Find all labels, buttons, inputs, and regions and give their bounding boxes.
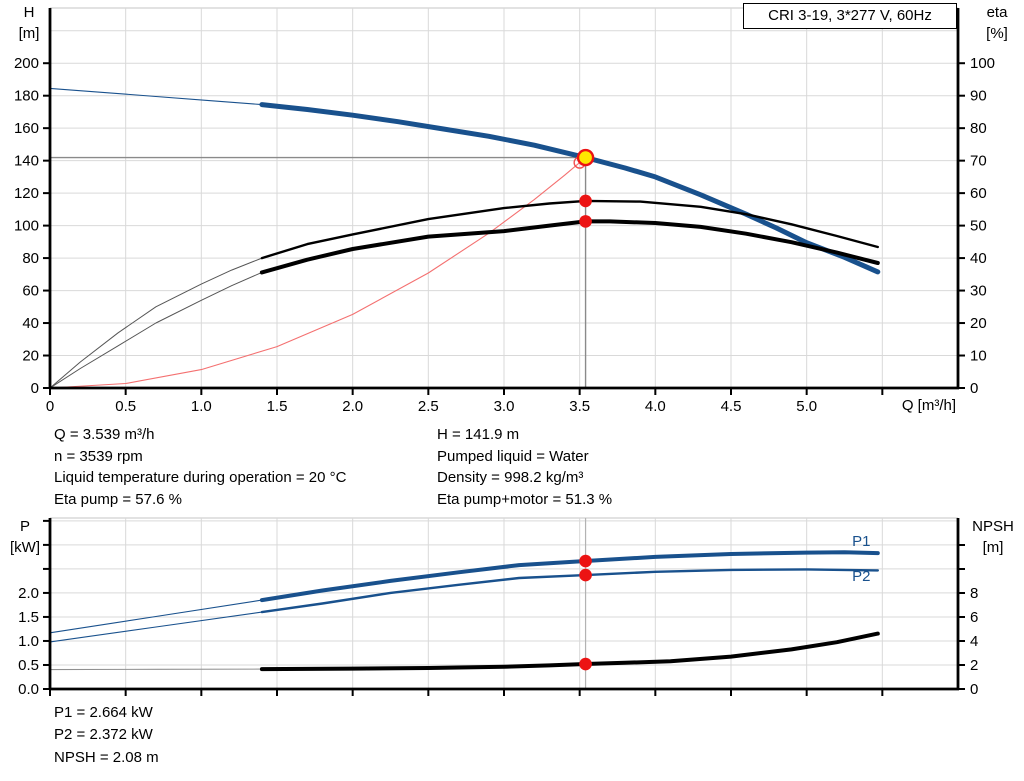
head-efficiency-chart-x-tick-label: 0 xyxy=(46,398,54,415)
p2-curve xyxy=(260,568,879,614)
annotation-eta-pump: Eta pump = 57.6 % xyxy=(54,490,182,508)
duty-annotations-left: Q = 3.539 m³/h n = 3539 rpm Liquid tempe… xyxy=(54,424,346,510)
annotation-liquid-temperature: Liquid temperature during operation = 20… xyxy=(54,469,347,487)
annotation-head: H = 141.9 m xyxy=(437,426,520,443)
head-efficiency-chart-left-tick-label: 0 xyxy=(31,380,39,397)
annotation-pumped-liquid: Pumped liquid = Water xyxy=(437,447,589,465)
power-npsh-chart-left-tick-label: 1.0 xyxy=(18,633,39,650)
head-efficiency-chart-right-tick-label: 90 xyxy=(970,88,987,105)
head-efficiency-chart-right-tick-label: 70 xyxy=(970,153,987,170)
h-axis-title-symbol: H xyxy=(23,4,35,21)
npsh-axis-title-unit: [m] xyxy=(982,539,1004,556)
head-efficiency-chart-right-tick-label: 10 xyxy=(970,348,987,365)
head-efficiency-chart-x-tick-label: 1.5 xyxy=(267,398,288,415)
npsh-axis-title-symbol: NPSH xyxy=(972,518,1014,535)
system-curve xyxy=(49,157,587,389)
npsh-curve xyxy=(259,631,880,672)
head-curve-extension xyxy=(49,87,263,106)
power-npsh-chart-right-tick-label: 8 xyxy=(970,585,978,602)
head-curve xyxy=(259,102,881,275)
head-efficiency-chart-left-tick-label: 140 xyxy=(14,153,39,170)
annotation-flow: Q = 3.539 m³/h xyxy=(54,426,155,443)
p2-curve-extension xyxy=(49,611,263,643)
p2-point xyxy=(579,568,592,582)
npsh-point xyxy=(579,657,592,671)
eta-axis-title-unit: [%] xyxy=(986,25,1008,42)
eta-axis-title: eta [%] xyxy=(974,2,1020,44)
head-efficiency-chart-x-tick-label: 3.5 xyxy=(569,398,590,415)
duty-annotations-right: H = 141.9 m Pumped liquid = Water Densit… xyxy=(437,424,612,510)
power-npsh-chart-left-tick-label: 2.0 xyxy=(18,585,39,602)
head-efficiency-chart-right-tick-label: 50 xyxy=(970,218,987,235)
duty-point xyxy=(576,148,595,167)
head-efficiency-chart-x-tick-label: 5.0 xyxy=(796,398,817,415)
annotation-speed: n = 3539 rpm xyxy=(54,447,143,465)
eta-pump-motor-point xyxy=(579,215,592,228)
p1-label: P1 xyxy=(852,533,870,550)
annotation-density: Density = 998.2 kg/m³ xyxy=(437,469,584,487)
eta-axis-title-symbol: eta xyxy=(986,4,1008,21)
head-efficiency-chart-left-tick-label: 120 xyxy=(14,185,39,202)
annotation-p1: P1 = 2.664 kW xyxy=(54,704,153,721)
p-axis-title-unit: [kW] xyxy=(10,539,40,556)
duty-annotations-bottom: P1 = 2.664 kW P2 = 2.372 kW NPSH = 2.08 … xyxy=(54,702,159,769)
p1-point xyxy=(579,554,592,568)
power-npsh-chart-right-tick-label: 4 xyxy=(970,633,978,650)
head-efficiency-chart-x-tick-label: 3.0 xyxy=(494,398,515,415)
p2-label: P2 xyxy=(852,568,870,585)
annotation-eta-pump-motor: Eta pump+motor = 51.3 % xyxy=(437,490,613,508)
npsh-curve-extension xyxy=(49,668,263,671)
power-npsh-chart-left-tick-label: 0.5 xyxy=(18,657,39,674)
head-efficiency-chart-left-tick-label: 160 xyxy=(14,120,39,137)
head-efficiency-chart-x-tick-label: 4.5 xyxy=(721,398,742,415)
head-efficiency-chart-left-tick-label: 20 xyxy=(22,348,39,365)
head-efficiency-chart-x-tick-label: 1.0 xyxy=(191,398,212,415)
p1-curve-extension xyxy=(49,599,263,634)
pump-title-box: CRI 3-19, 3*277 V, 60Hz xyxy=(743,3,957,29)
eta-pump-point xyxy=(579,194,592,208)
p-axis-title: P [kW] xyxy=(5,516,45,558)
h-axis-title-unit: [m] xyxy=(18,25,40,42)
h-axis-title: H [m] xyxy=(10,2,48,44)
head-efficiency-chart-left-tick-label: 40 xyxy=(22,315,39,332)
eta-pump-motor-curve xyxy=(259,219,880,275)
power-npsh-chart-left-tick-label: 0.0 xyxy=(18,681,39,698)
head-efficiency-chart-right-tick-label: 0 xyxy=(970,380,978,397)
head-efficiency-chart-right-tick-label: 80 xyxy=(970,120,987,137)
head-efficiency-chart-right-tick-label: 30 xyxy=(970,283,987,300)
head-efficiency-chart-x-tick-label: 2.5 xyxy=(418,398,439,415)
head-efficiency-chart-right-tick-label: 100 xyxy=(970,55,995,72)
head-efficiency-chart-left-tick-label: 180 xyxy=(14,88,39,105)
head-efficiency-chart-right-tick-label: 60 xyxy=(970,185,987,202)
p-axis-title-symbol: P xyxy=(19,518,30,535)
pump-title: CRI 3-19, 3*277 V, 60Hz xyxy=(768,7,932,24)
eta-pump-curve-extension xyxy=(49,257,263,389)
power-npsh-chart-right-tick-label: 6 xyxy=(970,609,978,626)
head-efficiency-chart-x-tick-label: 2.0 xyxy=(342,398,363,415)
power-npsh-chart-left-tick-label: 1.5 xyxy=(18,609,39,626)
head-efficiency-chart-left-tick-label: 80 xyxy=(22,250,39,267)
head-efficiency-chart-left-tick-label: 200 xyxy=(14,55,39,72)
head-efficiency-chart-right-tick-label: 40 xyxy=(970,250,987,267)
power-npsh-chart-right-tick-label: 2 xyxy=(970,657,978,674)
annotation-npsh: NPSH = 2.08 m xyxy=(54,748,159,766)
head-efficiency-chart-right-tick-label: 20 xyxy=(970,315,987,332)
head-efficiency-chart-x-tick-label: 0.5 xyxy=(115,398,136,415)
head-efficiency-chart-x-tick-label: 4.0 xyxy=(645,398,666,415)
q-axis-title: Q [m³/h] xyxy=(901,397,956,414)
power-npsh-chart-right-tick-label: 0 xyxy=(970,681,978,698)
npsh-axis-title: NPSH [m] xyxy=(962,516,1024,558)
annotation-p2: P2 = 2.372 kW xyxy=(54,726,153,744)
head-efficiency-chart-left-tick-label: 60 xyxy=(22,283,39,300)
eta-pump-motor-curve-extension xyxy=(49,271,263,389)
head-efficiency-chart-left-tick-label: 100 xyxy=(14,218,39,235)
